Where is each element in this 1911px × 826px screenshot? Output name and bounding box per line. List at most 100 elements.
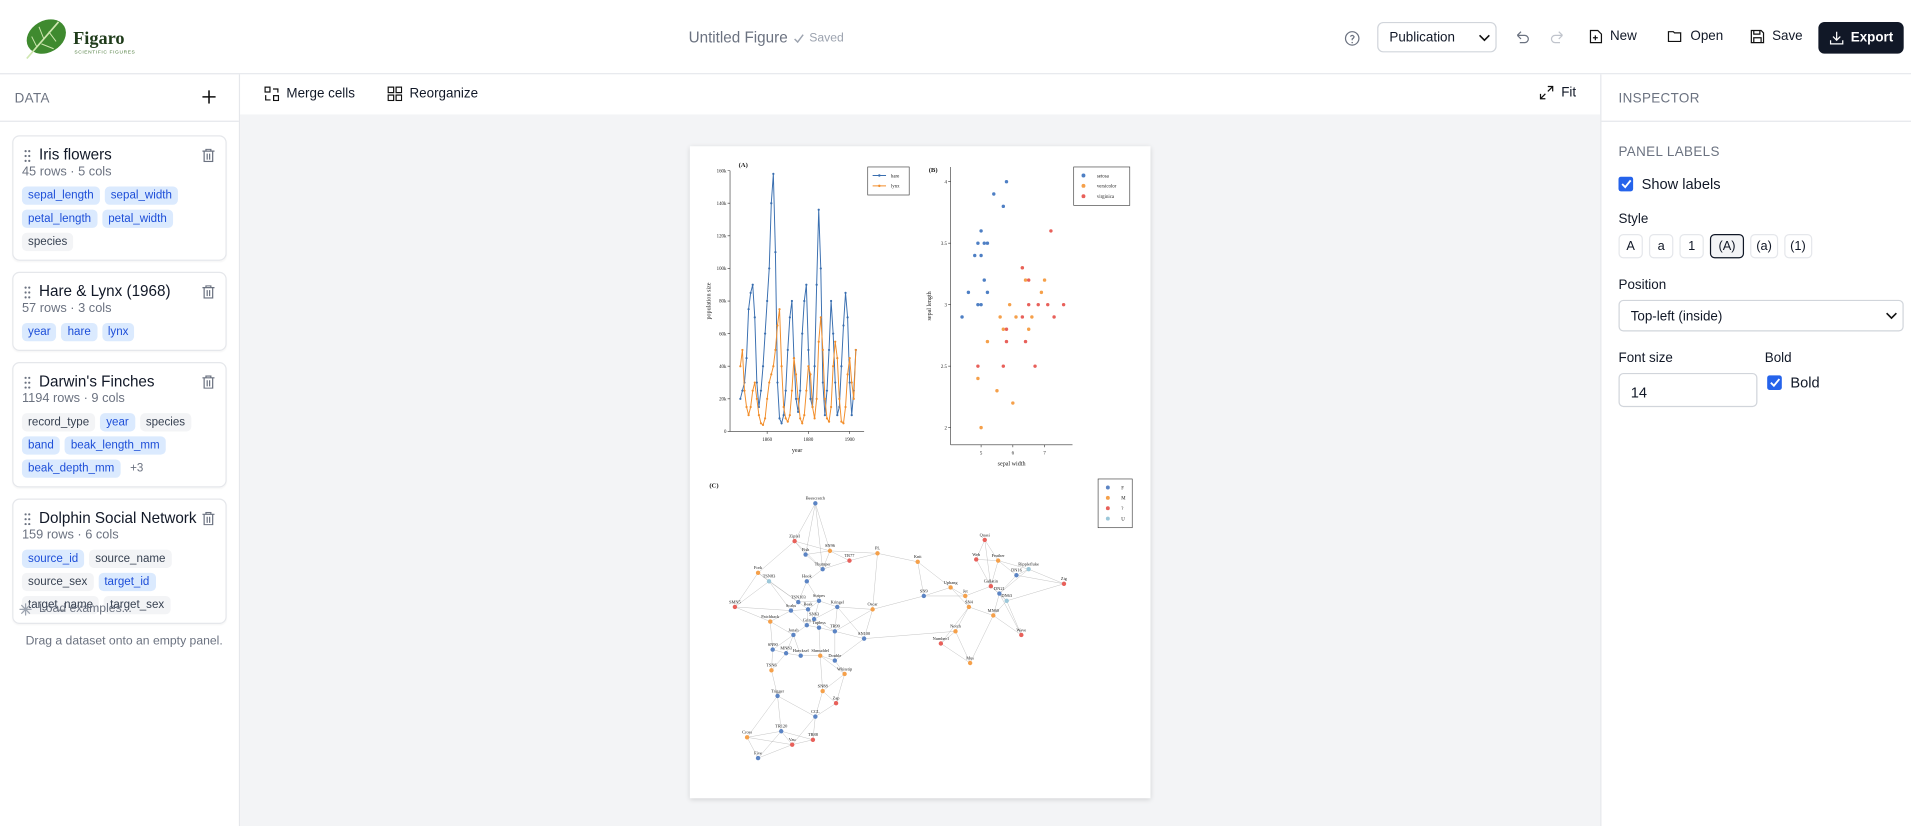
delete-button[interactable] <box>202 285 215 299</box>
point <box>842 422 845 425</box>
font-size-input[interactable]: 14 <box>1618 372 1758 408</box>
point <box>755 381 758 384</box>
column-chip[interactable]: year <box>100 413 135 432</box>
column-chip[interactable]: target_id <box>98 572 156 592</box>
column-chip[interactable]: source_sex <box>21 572 94 592</box>
column-chip[interactable]: source_name <box>89 549 172 568</box>
column-chip[interactable]: beak_depth_mm <box>21 459 121 478</box>
column-chip[interactable]: band <box>21 436 60 455</box>
add-dataset-button[interactable] <box>202 90 216 104</box>
undo-button[interactable] <box>1514 30 1530 45</box>
section-title: PANEL LABELS <box>1618 145 1720 160</box>
load-examples[interactable]: Load examples... <box>19 602 132 615</box>
node-label: SN9 <box>920 588 929 593</box>
scatter-point <box>960 315 964 319</box>
point <box>761 423 765 427</box>
open-button[interactable]: Open <box>1667 29 1723 44</box>
network-edge <box>820 655 823 692</box>
save-button[interactable]: Save <box>1750 29 1803 44</box>
drag-handle[interactable] <box>24 150 31 162</box>
dataset-card[interactable]: Iris flowers 45 rows · 5 cols sepal_length… <box>12 135 227 261</box>
figure-page[interactable]: 0 20k 40k 60k 80k 100k 120k 140k 160k 1860 1880 190… <box>689 146 1151 799</box>
network-node <box>974 557 979 562</box>
position-select[interactable]: Top-left (inside) <box>1618 299 1904 332</box>
export-button[interactable]: Export <box>1818 21 1904 54</box>
drag-handle[interactable] <box>24 513 31 526</box>
node-label: Zig <box>1061 576 1068 581</box>
point <box>809 373 812 376</box>
style-option[interactable]: a <box>1648 234 1674 259</box>
dataset-card[interactable]: Darwin's Finches 1194 rows · 9 cols record… <box>12 361 227 488</box>
column-chip[interactable]: sepal_length <box>21 186 100 205</box>
network-edge <box>834 631 865 639</box>
point <box>759 422 763 425</box>
merge-button[interactable]: Merge cells <box>264 86 355 102</box>
x-tick-label: 1860 <box>762 438 772 443</box>
column-chip[interactable]: record_type <box>21 413 96 432</box>
dataset-card[interactable]: Hare & Lynx (1968) 57 rows · 3 cols year ha… <box>12 271 227 351</box>
point <box>772 365 775 368</box>
column-chip[interactable]: species <box>21 232 74 252</box>
scatter-point <box>982 241 986 245</box>
more-columns: +3 <box>130 461 144 476</box>
network-edge <box>849 553 878 561</box>
column-chip[interactable]: year <box>21 322 57 342</box>
preset-select[interactable]: Publication <box>1377 21 1497 53</box>
delete-button[interactable] <box>202 375 215 389</box>
point <box>739 397 742 400</box>
style-option[interactable]: A <box>1618 234 1643 259</box>
style-option[interactable]: (1) <box>1784 234 1812 259</box>
node-label: MN60 <box>988 608 1000 613</box>
network-edge <box>781 731 793 745</box>
network-edge <box>872 553 878 610</box>
checkbox[interactable] <box>1767 375 1782 390</box>
fit-button[interactable]: Fit <box>1539 85 1576 100</box>
column-chip[interactable]: source_id <box>21 549 85 568</box>
redo-button[interactable] <box>1550 30 1566 45</box>
column-chip[interactable]: species <box>139 413 192 432</box>
point <box>739 365 742 368</box>
column-chip[interactable]: target_name <box>21 595 100 615</box>
column-chip[interactable]: sepal_width <box>104 186 179 205</box>
scatter-point <box>979 302 983 307</box>
network-edge <box>785 634 794 654</box>
network-node <box>833 701 839 706</box>
drag-handle[interactable] <box>24 286 31 299</box>
bold-row[interactable]: Bold <box>1767 374 1820 391</box>
network-edge <box>747 737 793 745</box>
node-label: Scabs <box>786 603 797 608</box>
new-button[interactable]: New <box>1589 29 1637 44</box>
node-label: Double <box>828 653 841 658</box>
network-edge <box>815 503 823 570</box>
network-edge <box>790 609 809 611</box>
network-node <box>792 538 797 544</box>
column-chip[interactable]: petal_width <box>102 209 173 228</box>
style-option[interactable]: (a) <box>1750 234 1778 259</box>
column-chip[interactable]: beak_length_mm <box>64 436 166 455</box>
checkbox[interactable] <box>1618 176 1634 192</box>
help-button[interactable] <box>1344 30 1360 46</box>
style-option[interactable]: 1 <box>1679 234 1704 259</box>
network-edge <box>834 638 865 661</box>
drag-handle[interactable] <box>24 376 31 389</box>
network-node <box>810 737 816 742</box>
delete-button[interactable] <box>202 511 215 526</box>
column-chip[interactable]: hare <box>61 322 97 342</box>
network-edge <box>834 609 873 632</box>
scatter-point <box>1061 302 1066 307</box>
column-chip[interactable]: target_sex <box>104 595 171 615</box>
dot <box>24 381 27 384</box>
node-label: Oscar <box>868 602 879 607</box>
network-edge <box>822 560 850 570</box>
doc-title[interactable]: Untitled Figure <box>688 29 788 47</box>
scatter-point <box>1020 315 1025 319</box>
dataset-card[interactable]: Dolphin Social Network 159 rows · 6 cols s… <box>12 498 227 624</box>
reorganize-button[interactable]: Reorganize <box>387 86 478 102</box>
style-option[interactable]: (A) <box>1709 234 1745 259</box>
column-chip[interactable]: lynx <box>101 322 135 342</box>
delete-button[interactable] <box>202 148 215 163</box>
node-label: Topless <box>812 620 826 625</box>
show-labels-row[interactable]: Show labels <box>1618 176 1721 193</box>
column-chip[interactable]: petal_length <box>21 209 98 228</box>
point <box>844 291 847 294</box>
